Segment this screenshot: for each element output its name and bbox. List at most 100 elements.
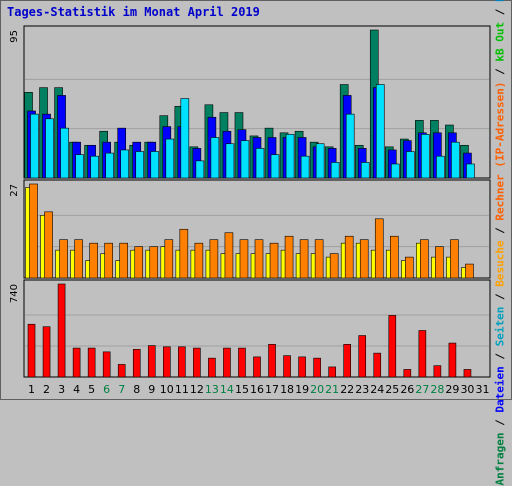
bar [255,148,265,179]
bar [90,155,99,179]
x-tick-label: 12 [190,383,204,396]
bar [72,347,81,378]
bar [343,344,351,378]
bar [149,246,159,279]
bar [360,162,370,179]
x-tick-label: 9 [148,383,155,396]
x-tick-label: 22 [340,383,354,396]
y-max-label: 95 [9,30,20,43]
bar [315,143,325,179]
x-tick-label: 20 [310,383,324,396]
x-tick-label: 30 [460,383,474,396]
bar [285,134,295,179]
bar [42,326,51,378]
bar [225,143,235,179]
bar [193,347,201,378]
bar [284,235,294,279]
bar [105,152,114,179]
bar [238,347,246,378]
x-tick-label: 18 [280,383,294,396]
x-tick-label: 3 [58,383,65,396]
x-tick-label: 17 [265,383,279,396]
bar [104,242,113,279]
bar [29,183,38,279]
bar [298,356,306,378]
bar [373,352,382,378]
bar [451,141,460,179]
x-tick-label: 27 [415,383,429,396]
bar [436,155,445,179]
x-tick-label: 8 [133,383,140,396]
x-tick-label: 21 [325,383,339,396]
bar [403,369,412,378]
bar [390,163,400,179]
x-tick-label: 16 [250,383,264,396]
bar [27,323,36,378]
bar [435,246,444,279]
bar [450,239,459,279]
x-tick-label: 6 [103,383,110,396]
bar [74,239,83,279]
bar [330,162,340,179]
x-tick-label: 19 [295,383,309,396]
legend-part: / [493,412,507,433]
bar [194,242,204,279]
x-tick-label: 26 [400,383,414,396]
bar [420,239,429,279]
bar [209,239,219,279]
y-max-label: 27 [9,184,20,197]
bar [87,347,96,378]
bar [135,151,145,179]
bar [300,155,310,179]
bar [405,256,414,279]
bar [30,113,39,179]
bar [119,242,129,279]
x-tick-label: 23 [355,383,369,396]
x-tick-label: 31 [475,383,489,396]
bar [179,228,189,279]
bar [465,263,474,279]
bar [240,140,250,179]
bar [433,365,442,378]
bar [345,113,355,179]
bar [269,242,279,279]
bar [283,355,291,378]
bar [44,211,53,279]
x-tick-label: 4 [73,383,80,396]
bar [165,138,175,179]
bar [180,98,190,179]
bar [344,235,354,279]
bar [388,315,397,378]
legend-part: Anfragen [493,432,507,486]
x-tick-label: 11 [175,383,189,396]
bar [314,239,324,279]
bar [406,151,415,179]
bar [164,239,174,279]
bar [57,283,66,378]
x-tick-label: 28 [430,383,444,396]
bar [299,239,309,279]
bar [389,235,399,279]
bar [208,357,216,378]
bar [89,242,98,279]
y-max-label: 740 [9,284,20,303]
bar [60,127,69,179]
bar [150,151,160,179]
bar [132,349,141,378]
bar [254,239,264,279]
bar [195,160,205,179]
bar [358,335,367,378]
bar [375,84,385,179]
x-tick-label: 1 [28,383,35,396]
bar [270,154,280,179]
bar [178,346,186,378]
bar [328,366,336,378]
bar [224,232,234,279]
chart-title: Tages-Statistik im Monat April 2019 [7,5,260,19]
bar [59,239,68,279]
bar [223,347,231,378]
bar [163,346,171,378]
bar [329,253,339,279]
bar [134,246,144,279]
